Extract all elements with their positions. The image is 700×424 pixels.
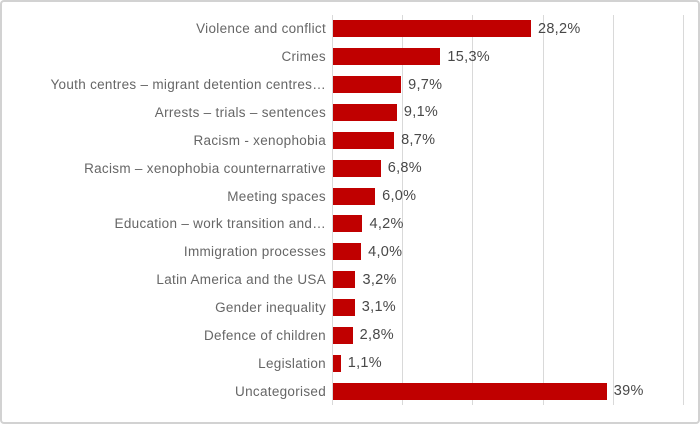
- gridline: [683, 15, 684, 405]
- bar: [333, 354, 341, 372]
- chart-row: Racism - xenophobia 8,7%: [2, 126, 698, 154]
- bar: [333, 271, 356, 289]
- gridline: [472, 15, 474, 405]
- chart-row: Legislation 1,1%: [2, 349, 698, 377]
- category-label: Defence of children: [203, 327, 326, 343]
- category-label: Arrests – trials – sentences: [154, 104, 326, 120]
- chart-row: Racism – xenophobia counternarrative 6,8%: [2, 154, 698, 182]
- value-label: 4,0%: [368, 243, 403, 260]
- value-label: 9,1%: [403, 104, 439, 121]
- value-axis-line: [332, 15, 333, 405]
- value-label: 3,1%: [361, 299, 396, 316]
- bar: [333, 20, 531, 38]
- chart-row: Gender inequality 3,1%: [2, 294, 698, 322]
- chart-row: Violence and conflict 28,2%: [2, 15, 698, 43]
- category-label: Racism - xenophobia: [193, 132, 326, 148]
- chart-row: Uncategorised 39%: [2, 377, 698, 405]
- value-label: 15,3%: [447, 48, 491, 65]
- value-label: 28,2%: [537, 20, 581, 37]
- bar: [333, 48, 441, 66]
- category-label: Youth centres – migrant detention centre…: [50, 77, 326, 93]
- chart-row: Defence of children 2,8%: [2, 321, 698, 349]
- category-label: Crimes: [281, 49, 326, 65]
- value-label: 6,8%: [387, 160, 422, 177]
- chart-row: Youth centres – migrant detention centre…: [2, 71, 698, 99]
- chart-row: Immigration processes 4,0%: [2, 238, 698, 266]
- bar: [333, 326, 353, 344]
- value-label: 3,2%: [362, 271, 397, 288]
- chart-row: Education – work transition and… 4,2%: [2, 210, 698, 238]
- value-label: 1,1%: [347, 355, 382, 372]
- category-label: Immigration processes: [183, 244, 326, 260]
- chart-row: Latin America and the USA 3,2%: [2, 266, 698, 294]
- category-label: Education – work transition and…: [114, 216, 326, 232]
- category-label: Legislation: [258, 355, 326, 371]
- value-label: 39%: [613, 383, 644, 400]
- bar: [333, 103, 397, 121]
- bar: [333, 382, 607, 400]
- chart-row: Meeting spaces 6,0%: [2, 182, 698, 210]
- bar: [333, 159, 381, 177]
- bar: [333, 215, 363, 233]
- bar: [333, 131, 395, 149]
- category-label: Violence and conflict: [196, 21, 326, 37]
- gridline: [402, 15, 404, 405]
- bar: [333, 243, 362, 261]
- gridline: [612, 15, 614, 405]
- value-label: 4,2%: [369, 215, 404, 232]
- bar: [333, 187, 376, 205]
- value-label: 2,8%: [359, 327, 394, 344]
- value-label: 8,7%: [401, 132, 436, 149]
- category-label: Latin America and the USA: [156, 272, 326, 288]
- bar: [333, 298, 355, 316]
- chart-row: Crimes 15,3%: [2, 43, 698, 71]
- gridline: [542, 15, 544, 405]
- category-label: Gender inequality: [215, 299, 326, 315]
- category-label: Uncategorised: [235, 383, 326, 399]
- category-label: Racism – xenophobia counternarrative: [84, 160, 326, 176]
- value-label: 9,7%: [408, 76, 443, 93]
- value-label: 6,0%: [382, 188, 417, 205]
- chart-row: Arrests – trials – sentences 9,1%: [2, 99, 698, 127]
- category-label: Meeting spaces: [227, 188, 326, 204]
- bar: [333, 76, 402, 94]
